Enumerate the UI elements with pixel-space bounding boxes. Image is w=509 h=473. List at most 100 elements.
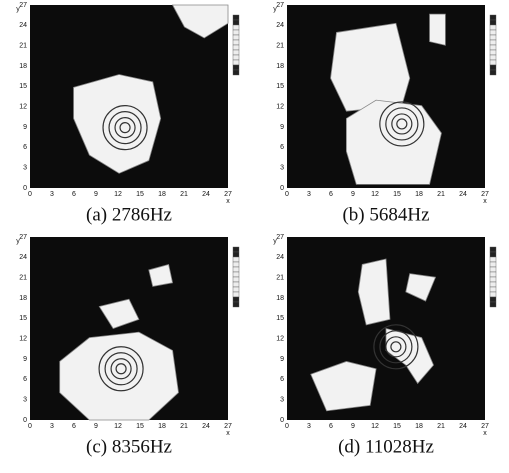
colorbar-segment [490,262,496,267]
x-tick-label: 24 [459,191,467,198]
x-tick-label: 9 [94,191,98,198]
x-tick-label: 21 [437,423,445,430]
colorbar-segment [490,50,496,55]
y-tick-label: 27 [276,2,284,9]
y-tick-label: 6 [23,376,27,383]
panel-caption: (b) 5684Hz [342,204,429,225]
y-tick-label: 3 [280,397,284,404]
colorbar-segment [490,292,496,297]
colorbar-segment [490,55,496,60]
x-tick-label: 6 [72,423,76,430]
y-tick-label: 6 [280,376,284,383]
colorbar-segment [233,277,239,282]
colorbar-segment [490,35,496,40]
colorbar-segment [233,50,239,55]
x-tick-label: 27 [481,423,489,430]
y-tick-label: 15 [276,315,284,322]
x-tick-label: 15 [136,191,144,198]
colorbar-segment [490,272,496,277]
x-tick-label: 18 [158,423,166,430]
y-tick-label: 24 [19,254,27,261]
colorbar-segment [233,262,239,267]
x-tick-label: 0 [28,423,32,430]
x-tick-label: 21 [180,191,188,198]
colorbar-segment [233,20,239,25]
x-tick-label: 15 [136,423,144,430]
x-tick-label: 9 [351,191,355,198]
y-tick-label: 15 [19,315,27,322]
x-tick-label: 3 [307,191,311,198]
panel-caption: (d) 11028Hz [338,436,434,457]
panel-caption: (c) 8356Hz [86,436,172,457]
x-tick-label: 18 [415,191,423,198]
colorbar-segment [490,277,496,282]
y-tick-label: 18 [276,295,284,302]
y-tick-label: 24 [276,22,284,29]
x-tick-label: 18 [415,423,423,430]
y-tick-label: 18 [19,295,27,302]
y-tick-label: 3 [23,165,27,172]
colorbar-segment [233,257,239,262]
y-tick-label: 24 [19,22,27,29]
colorbar-segment [233,25,239,30]
x-tick-label: 18 [158,191,166,198]
colorbar-segment [233,267,239,272]
y-tick-label: 9 [280,124,284,131]
x-tick-label: 27 [224,423,232,430]
y-tick-label: 3 [23,397,27,404]
x-tick-label: 27 [224,191,232,198]
high-level-region [331,23,410,111]
colorbar-segment [233,30,239,35]
y-tick-label: 6 [280,144,284,151]
panel-caption: (a) 2786Hz [86,204,172,225]
y-tick-label: 18 [276,63,284,70]
y-axis-label: y [273,6,277,13]
colorbar-segment [490,65,496,70]
high-level-region [346,100,441,184]
colorbar-segment [490,20,496,25]
x-tick-label: 12 [114,191,122,198]
x-axis-label: x [483,198,487,205]
high-level-region [430,14,446,45]
y-tick-label: 12 [276,336,284,343]
colorbar-segment [233,45,239,50]
colorbar-segment [490,297,496,302]
x-tick-label: 9 [351,423,355,430]
x-tick-label: 3 [307,423,311,430]
colorbar-segment [490,25,496,30]
y-tick-label: 12 [276,104,284,111]
colorbar-segment [490,302,496,307]
colorbar-segment [233,287,239,292]
panel: 03691215182124270369121518212427xy(c) 83… [16,234,239,458]
y-tick-label: 27 [19,2,27,9]
colorbar-segment [233,247,239,252]
y-tick-label: 0 [280,417,284,424]
colorbar-segment [490,257,496,262]
y-tick-label: 9 [280,356,284,363]
colorbar-segment [233,15,239,20]
y-tick-label: 15 [276,83,284,90]
x-tick-label: 21 [437,191,445,198]
colorbar-segment [490,252,496,257]
y-tick-label: 21 [276,43,284,50]
x-tick-label: 0 [28,191,32,198]
colorbar-segment [490,40,496,45]
x-tick-label: 9 [94,423,98,430]
x-tick-label: 15 [393,423,401,430]
colorbar-segment [233,65,239,70]
colorbar-segment [233,55,239,60]
colorbar-segment [233,282,239,287]
y-tick-label: 24 [276,254,284,261]
y-tick-label: 15 [19,83,27,90]
figure: 03691215182124270369121518212427xy(a) 27… [0,0,509,473]
x-tick-label: 24 [202,423,210,430]
y-tick-label: 9 [23,356,27,363]
y-axis-label: y [16,238,20,245]
colorbar-segment [490,45,496,50]
colorbar-segment [233,60,239,65]
x-axis-label: x [483,430,487,437]
x-tick-label: 0 [285,191,289,198]
colorbar-segment [490,287,496,292]
y-tick-label: 27 [19,234,27,241]
